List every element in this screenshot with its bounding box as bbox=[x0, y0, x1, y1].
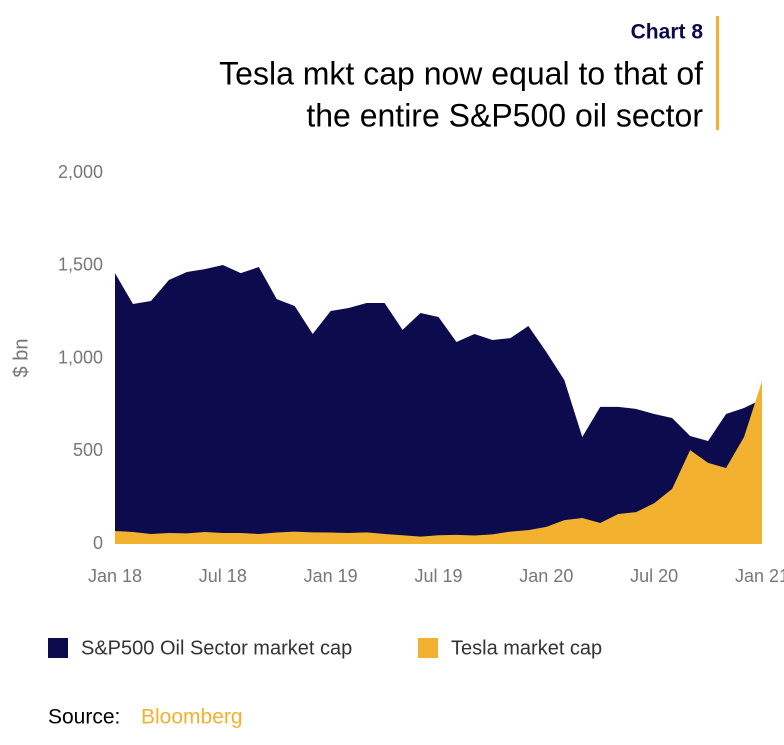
y-tick-label: 1,000 bbox=[58, 347, 103, 367]
x-tick-label: Jul 19 bbox=[414, 566, 462, 586]
x-tick-label: Jul 18 bbox=[199, 566, 247, 586]
x-tick-label: Jan 21 bbox=[735, 566, 784, 586]
y-tick-label: 500 bbox=[73, 440, 103, 460]
y-axis-label: $ bn bbox=[10, 339, 32, 378]
x-tick-label: Jan 19 bbox=[304, 566, 358, 586]
source: Bloomberg bbox=[141, 706, 243, 729]
y-tick-label: 0 bbox=[93, 533, 103, 553]
chart-kicker: Chart 8 bbox=[631, 21, 704, 44]
x-tick-label: Jan 20 bbox=[519, 566, 573, 586]
chart-title: the entire S&P500 oil sector bbox=[306, 97, 703, 133]
legend-label: Tesla market cap bbox=[451, 637, 602, 659]
legend-swatch bbox=[418, 638, 438, 658]
accent-bar bbox=[716, 16, 719, 130]
x-tick-label: Jul 20 bbox=[630, 566, 678, 586]
source-label: Source: bbox=[48, 706, 120, 729]
legend-label: S&P500 Oil Sector market cap bbox=[81, 637, 352, 659]
area bbox=[115, 265, 762, 544]
area bbox=[115, 381, 762, 544]
y-tick-label: 1,500 bbox=[58, 255, 103, 275]
x-tick-label: Jan 18 bbox=[88, 566, 142, 586]
chart-title: Tesla mkt cap now equal to that of bbox=[219, 55, 703, 91]
legend-swatch bbox=[48, 638, 68, 658]
y-tick-label: 2,000 bbox=[58, 162, 103, 182]
